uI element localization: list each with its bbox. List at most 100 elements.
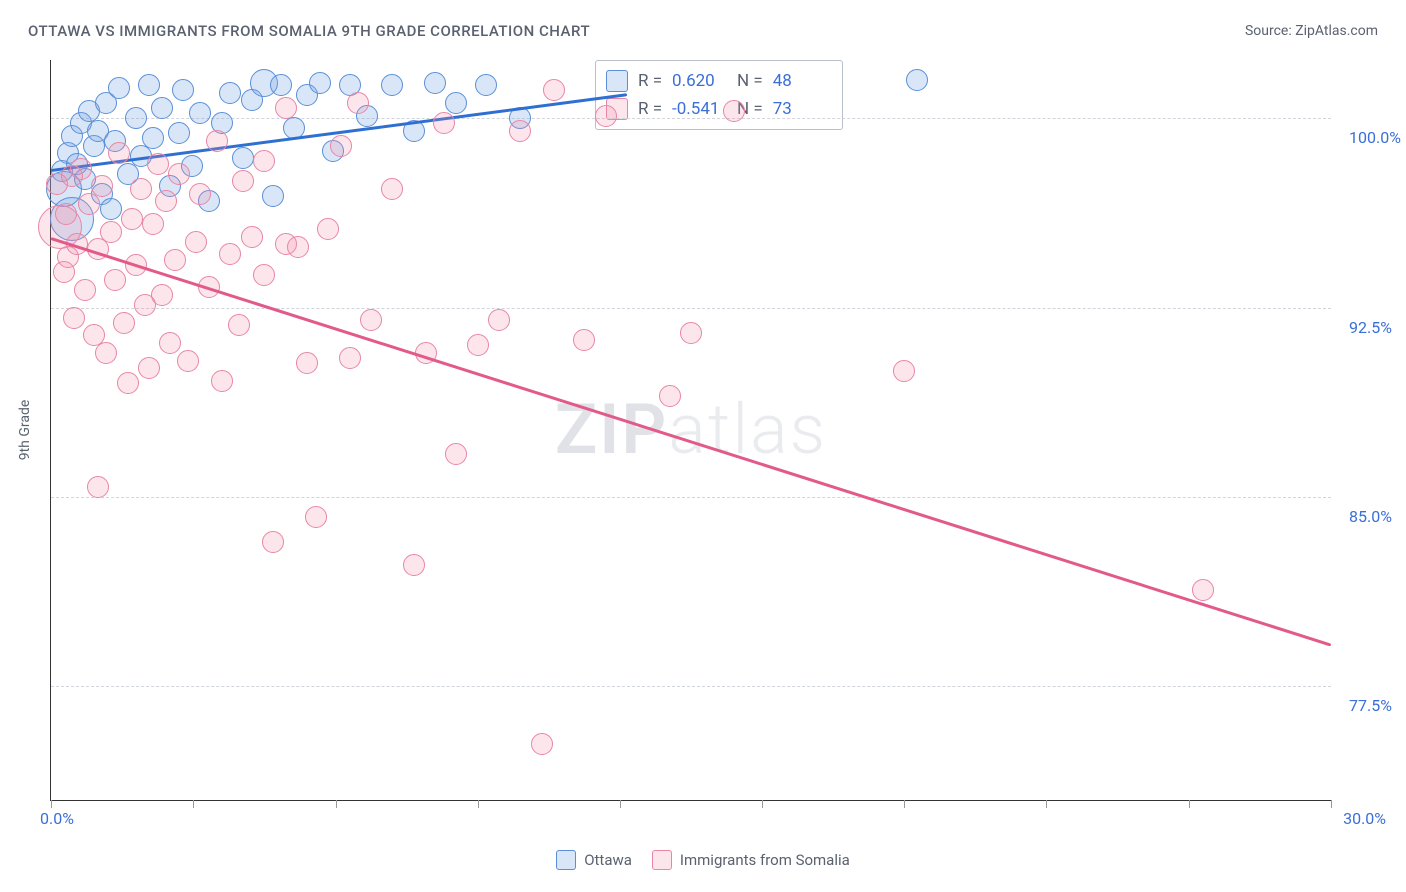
data-point	[1192, 579, 1214, 601]
legend-swatch	[606, 70, 628, 92]
gridline	[51, 686, 1331, 687]
data-point	[159, 332, 181, 354]
data-point	[232, 147, 254, 169]
data-point	[381, 178, 403, 200]
stats-row: R = 0.620 N = 48	[606, 67, 828, 95]
data-point	[488, 309, 510, 331]
data-point	[113, 312, 135, 334]
data-point	[138, 74, 160, 96]
data-point	[305, 506, 327, 528]
x-tick	[193, 800, 194, 808]
data-point	[287, 236, 309, 258]
data-point	[138, 357, 160, 379]
data-point	[95, 342, 117, 364]
data-point	[142, 127, 164, 149]
data-point	[189, 102, 211, 124]
data-point	[228, 314, 250, 336]
data-point	[219, 82, 241, 104]
legend-label: Ottawa	[584, 851, 632, 869]
source-prefix: Source:	[1245, 23, 1295, 39]
data-point	[347, 92, 369, 114]
data-point	[906, 69, 928, 91]
y-tick-label: 85.0%	[1349, 507, 1392, 526]
data-point	[147, 153, 169, 175]
stat-R-label: R =	[638, 67, 662, 95]
y-tick-label: 77.5%	[1349, 696, 1392, 715]
y-tick-label: 100.0%	[1349, 128, 1401, 147]
data-point	[172, 79, 194, 101]
data-point	[206, 130, 228, 152]
plot-area: ZIPatlas R = 0.620N = 48R = -0.541N = 73…	[50, 60, 1331, 801]
data-point	[595, 105, 617, 127]
plot-container: 9th Grade ZIPatlas R = 0.620N = 48R = -0…	[50, 60, 1330, 800]
data-point	[108, 77, 130, 99]
data-point	[433, 112, 455, 134]
x-tick	[51, 800, 52, 808]
legend-item: Immigrants from Somalia	[652, 850, 850, 870]
data-point	[893, 360, 915, 382]
data-point	[63, 307, 85, 329]
data-point	[403, 554, 425, 576]
data-point	[104, 269, 126, 291]
y-tick-label: 92.5%	[1349, 318, 1392, 337]
stat-N-label: N =	[737, 67, 763, 95]
data-point	[680, 322, 702, 344]
x-tick	[620, 800, 621, 808]
data-point	[445, 443, 467, 465]
data-point	[659, 385, 681, 407]
data-point	[296, 352, 318, 374]
data-point	[475, 74, 497, 96]
data-point	[151, 97, 173, 119]
data-point	[87, 476, 109, 498]
data-point	[467, 334, 489, 356]
source-name: ZipAtlas.com	[1295, 23, 1378, 39]
data-point	[121, 208, 143, 230]
data-point	[100, 198, 122, 220]
x-tick	[1189, 800, 1190, 808]
data-point	[270, 74, 292, 96]
y-axis-label: 9th Grade	[17, 400, 33, 461]
x-tick	[762, 800, 763, 808]
data-point	[142, 213, 164, 235]
data-point	[241, 226, 263, 248]
data-point	[125, 107, 147, 129]
data-point	[262, 531, 284, 553]
x-tick	[904, 800, 905, 808]
data-point	[55, 203, 77, 225]
source-attribution: Source: ZipAtlas.com	[1245, 23, 1378, 39]
legend-swatch	[556, 850, 576, 870]
legend-label: Immigrants from Somalia	[680, 851, 850, 869]
data-point	[70, 158, 92, 180]
data-point	[100, 221, 122, 243]
data-point	[168, 122, 190, 144]
data-point	[723, 100, 745, 122]
data-point	[543, 79, 565, 101]
regression-line	[51, 237, 1332, 646]
data-point	[253, 150, 275, 172]
data-point	[219, 243, 241, 265]
stats-box: R = 0.620N = 48R = -0.541N = 73	[595, 60, 843, 130]
data-point	[164, 249, 186, 271]
data-point	[509, 120, 531, 142]
x-tick	[478, 800, 479, 808]
legend: Ottawa Immigrants from Somalia	[0, 850, 1406, 874]
data-point	[262, 185, 284, 207]
data-point	[275, 97, 297, 119]
watermark: ZIPatlas	[555, 389, 827, 471]
data-point	[168, 163, 190, 185]
data-point	[151, 284, 173, 306]
stat-R-value: 0.620	[672, 67, 727, 95]
legend-swatch	[652, 850, 672, 870]
data-point	[309, 72, 331, 94]
data-point	[177, 350, 199, 372]
stat-N-value: 48	[773, 67, 828, 95]
data-point	[381, 74, 403, 96]
data-point	[531, 733, 553, 755]
chart-header: OTTAWA VS IMMIGRANTS FROM SOMALIA 9TH GR…	[28, 22, 1378, 40]
data-point	[189, 183, 211, 205]
data-point	[445, 92, 467, 114]
data-point	[185, 231, 207, 253]
data-point	[91, 175, 113, 197]
data-point	[330, 135, 352, 157]
x-axis-min-label: 0.0%	[40, 809, 74, 828]
